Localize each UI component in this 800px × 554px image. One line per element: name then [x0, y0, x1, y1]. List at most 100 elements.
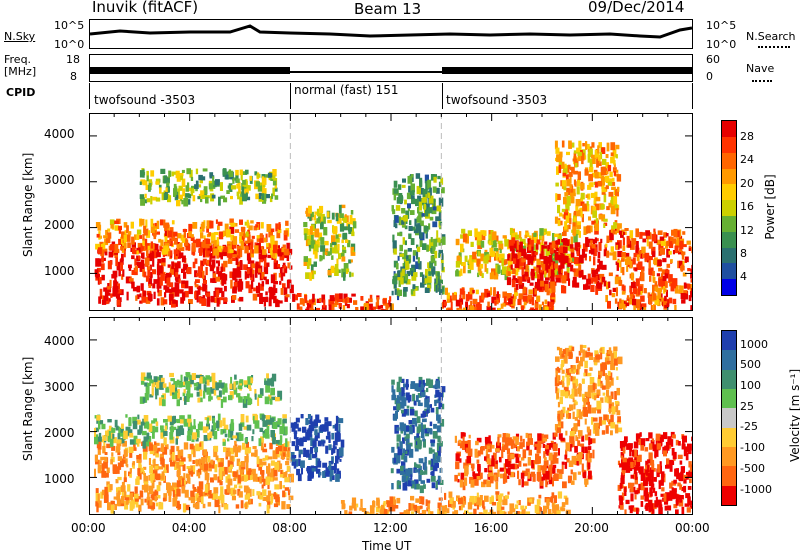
scatter-cell — [275, 440, 280, 444]
scatter-cell — [236, 393, 241, 398]
scatter-cell — [303, 256, 308, 262]
scatter-cell — [101, 489, 106, 496]
scatter-cell — [557, 204, 561, 214]
scatter-cell — [184, 239, 189, 246]
scatter-cell — [252, 446, 257, 450]
scatter-cell — [144, 243, 148, 251]
scatter-cell — [537, 465, 542, 473]
scatter-cell — [588, 356, 593, 360]
scatter-cell — [460, 479, 464, 488]
scatter-cell — [94, 434, 99, 443]
scatter-cell — [565, 243, 571, 251]
scatter-cell — [677, 260, 680, 269]
scatter-cell — [342, 232, 348, 240]
scatter-cell — [151, 491, 156, 501]
scatter-cell — [511, 230, 515, 236]
scatter-cell — [177, 389, 180, 395]
scatter-cell — [245, 231, 249, 237]
scatter-cell — [603, 193, 607, 203]
scatter-cell — [284, 487, 290, 491]
scatter-cell — [670, 236, 674, 245]
scatter-cell — [360, 296, 364, 301]
scatter-cell — [597, 145, 600, 154]
scatter-cell — [220, 399, 224, 408]
scatter-cell — [538, 284, 543, 291]
scatter-cell — [663, 232, 667, 238]
scatter-cell — [197, 486, 201, 496]
scatter-cell — [261, 281, 265, 287]
scatter-cell — [219, 471, 223, 480]
scatter-cell — [282, 272, 286, 277]
scatter-cell — [400, 401, 405, 409]
scatter-cell — [274, 187, 278, 192]
scatter-cell — [463, 265, 466, 274]
scatter-cell — [408, 420, 413, 425]
scatter-cell — [528, 435, 532, 441]
scatter-cell — [571, 428, 574, 432]
freq-bar-3 — [442, 67, 692, 74]
scatter-cell — [168, 170, 172, 177]
scatter-cell — [271, 293, 275, 298]
scatter-cell — [391, 290, 394, 296]
scatter-cell — [247, 488, 252, 497]
scatter-cell — [415, 464, 421, 468]
scatter-cell — [404, 199, 407, 205]
scatter-cell — [156, 442, 160, 446]
scatter-cell — [245, 196, 251, 201]
scatter-cell — [222, 417, 226, 426]
scatter-cell — [252, 489, 255, 496]
scatter-cell — [202, 426, 208, 433]
scatter-cell — [149, 264, 152, 271]
scatter-cell — [416, 244, 419, 249]
scatter-cell — [463, 477, 468, 486]
scatter-cell — [568, 351, 573, 359]
scatter-cell — [396, 497, 401, 504]
scatter-cell — [565, 442, 571, 452]
scatter-cell — [223, 387, 228, 393]
scatter-cell — [154, 489, 159, 496]
scatter-cell — [350, 259, 353, 263]
scatter-cell — [614, 357, 618, 366]
scatter-cell — [630, 243, 635, 250]
scatter-cell — [127, 484, 131, 492]
scatter-cell — [139, 396, 145, 404]
scatter-cell — [120, 485, 126, 492]
scatter-cell — [511, 237, 516, 244]
scatter-cell — [567, 380, 570, 386]
scatter-cell — [550, 288, 556, 298]
scatter-cell — [486, 458, 491, 465]
scatter-cell — [343, 226, 348, 231]
scatter-cell — [572, 411, 575, 420]
scatter-cell — [285, 438, 288, 447]
scatter-cell — [160, 259, 166, 267]
scatter-cell — [534, 282, 540, 289]
scatter-cell — [199, 490, 203, 498]
scatter-cell — [560, 180, 563, 187]
scatter-cell — [104, 472, 109, 478]
scatter-cell — [161, 458, 165, 468]
scatter-cell — [172, 489, 175, 497]
scatter-cell — [397, 232, 402, 236]
scatter-cell — [116, 299, 121, 306]
scatter-cell — [168, 288, 173, 293]
scatter-cell — [314, 429, 318, 436]
scatter-cell — [570, 236, 574, 245]
scatter-cell — [199, 389, 203, 397]
scatter-cell — [670, 283, 675, 292]
scatter-cell — [426, 500, 431, 504]
scatter-cell — [618, 230, 622, 235]
scatter-cell — [264, 396, 270, 405]
scatter-cell — [336, 450, 340, 457]
scatter-cell — [101, 439, 104, 443]
scatter-cell — [646, 238, 649, 247]
scatter-cell — [179, 428, 185, 435]
scatter-cell — [138, 256, 141, 260]
scatter-cell — [641, 246, 646, 254]
scatter-cell — [455, 270, 459, 277]
scatter-cell — [544, 444, 549, 450]
scatter-cell — [605, 162, 609, 169]
scatter-cell — [476, 240, 481, 246]
scatter-cell — [183, 271, 187, 279]
scatter-cell — [459, 294, 462, 300]
scatter-cell — [551, 459, 555, 465]
